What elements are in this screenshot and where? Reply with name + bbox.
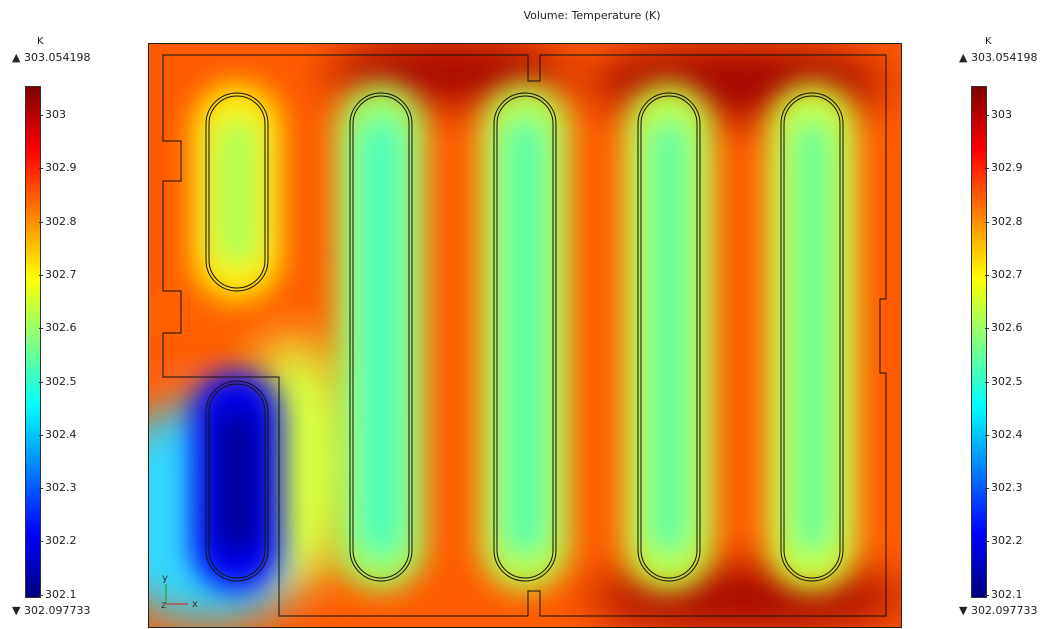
colorbar-tick-mark — [39, 382, 43, 383]
domain-boundary — [162, 54, 887, 617]
colorbar-tick-label: 303 — [991, 108, 1012, 121]
chart-title: Volume: Temperature (K) — [523, 9, 661, 22]
colorbar-tick-mark — [39, 595, 43, 596]
colorbar-tick-label: 302.9 — [991, 161, 1023, 174]
triad-x-label: x — [192, 599, 198, 610]
colorbar-tick-mark — [985, 168, 989, 169]
axes-triad: x y z — [161, 573, 198, 611]
channel-outline — [780, 92, 844, 582]
colorbar-tick-label: 302.8 — [45, 215, 77, 228]
colorbar-right — [971, 86, 987, 598]
colorbar-tick-mark — [985, 541, 989, 542]
channel-core — [214, 117, 260, 267]
colorbar-tick-label: 302.7 — [45, 268, 77, 281]
warm-region — [148, 273, 318, 353]
colorbar-tick-label: 302.1 — [45, 588, 77, 601]
colorbar-unit-left: K — [37, 36, 44, 47]
colorbar-tick-mark — [39, 222, 43, 223]
channel-outline — [205, 92, 269, 292]
colorbar-left — [25, 86, 41, 598]
colorbar-tick-mark — [39, 168, 43, 169]
colorbar-max-value-right: 303.054198 — [970, 51, 1038, 64]
channel-outline — [637, 92, 701, 582]
channel-outline — [349, 92, 413, 582]
colorbar-tick-mark — [39, 541, 43, 542]
triad-y-label: y — [162, 573, 168, 584]
colorbar-tick-label: 302.4 — [991, 428, 1023, 441]
colorbar-min-left: ▼ 302.097733 — [12, 604, 90, 617]
channel-outline — [205, 380, 269, 582]
colorbar-tick-mark — [985, 382, 989, 383]
channel-core — [789, 117, 835, 557]
max-triangle-icon: ▲ — [12, 51, 21, 64]
colorbar-min-value-left: 302.097733 — [23, 604, 91, 617]
channel-outline — [496, 95, 554, 579]
colorbar-tick-mark — [985, 488, 989, 489]
channel-outline — [352, 95, 410, 579]
channel-outline — [208, 383, 266, 579]
channel-core — [214, 405, 260, 557]
colorbar-tick-label: 302.7 — [991, 268, 1023, 281]
colorbar-tick-label: 302.4 — [45, 428, 77, 441]
triad-z-label: z — [161, 600, 166, 611]
temperature-plot[interactable]: x y z — [148, 43, 902, 628]
channel-outline — [493, 92, 557, 582]
colorbar-tick-mark — [985, 435, 989, 436]
colorbar-tick-label: 302.3 — [991, 481, 1023, 494]
plot-frame — [148, 43, 902, 628]
colorbar-max-value-left: 303.054198 — [23, 51, 91, 64]
colorbar-min-right: ▼ 302.097733 — [959, 604, 1037, 617]
colorbar-max-left: ▲ 303.054198 — [12, 51, 90, 64]
colorbar-tick-mark — [985, 222, 989, 223]
channel-outline — [640, 95, 698, 579]
min-triangle-icon: ▼ — [959, 604, 968, 617]
channel-core — [358, 117, 404, 557]
colorbar-tick-label: 302.1 — [991, 588, 1023, 601]
colorbar-tick-label: 302.6 — [991, 321, 1023, 334]
colorbar-min-value-right: 302.097733 — [970, 604, 1038, 617]
colorbar-tick-mark — [39, 435, 43, 436]
colorbar-max-right: ▲ 303.054198 — [959, 51, 1037, 64]
colorbar-tick-label: 302.3 — [45, 481, 77, 494]
colorbar-tick-label: 302.9 — [45, 161, 77, 174]
colorbar-tick-mark — [985, 595, 989, 596]
colorbar-tick-mark — [39, 328, 43, 329]
colorbar-tick-label: 302.2 — [991, 534, 1023, 547]
colorbar-tick-label: 302.5 — [991, 375, 1023, 388]
hot-region — [588, 568, 902, 628]
channel-core — [646, 117, 692, 557]
colorbar-tick-label: 302.6 — [45, 321, 77, 334]
colorbar-tick-mark — [39, 275, 43, 276]
colorbar-unit-right: K — [985, 36, 992, 47]
colorbar-tick-mark — [985, 275, 989, 276]
colorbar-tick-mark — [39, 115, 43, 116]
colorbar-tick-label: 302.8 — [991, 215, 1023, 228]
colorbar-tick-label: 302.2 — [45, 534, 77, 547]
colorbar-tick-mark — [985, 328, 989, 329]
channel-core — [502, 117, 548, 557]
channel-outline — [783, 95, 841, 579]
colorbar-tick-label: 303 — [45, 108, 66, 121]
max-triangle-icon: ▲ — [959, 51, 968, 64]
colorbar-tick-mark — [985, 115, 989, 116]
min-triangle-icon: ▼ — [12, 604, 21, 617]
colorbar-tick-mark — [39, 488, 43, 489]
channel-outline — [208, 95, 266, 289]
colorbar-tick-label: 302.5 — [45, 375, 77, 388]
